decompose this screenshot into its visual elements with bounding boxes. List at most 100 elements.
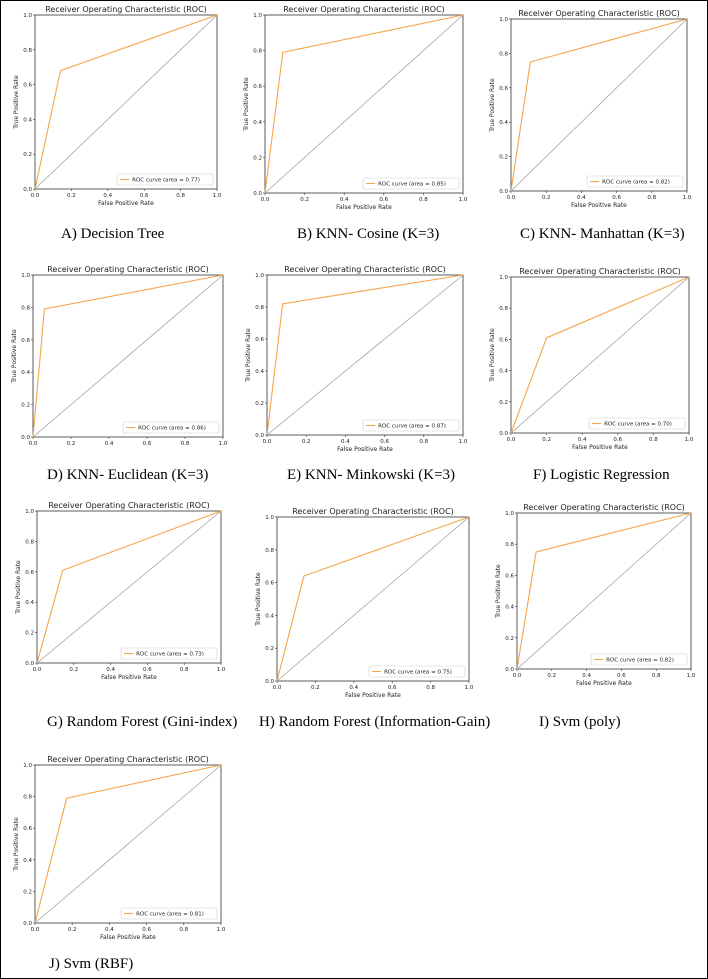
legend-label: ROC curve (area = 0.85)	[378, 182, 446, 188]
x-tick-label: 0.6	[617, 673, 626, 679]
roc-chart-svg: Receiver Operating Characteristic (ROC) 0…	[255, 507, 474, 699]
y-tick-label: 0.8	[265, 548, 274, 554]
x-tick-label: 0.8	[647, 195, 656, 201]
x-tick-label: 0.4	[578, 437, 587, 443]
caption-knn-minkowski: E) KNN- Minkowski (K=3)	[287, 467, 456, 483]
y-tick-label: 1.0	[21, 273, 30, 279]
y-tick-label: 0.0	[265, 679, 274, 685]
roc-curve	[36, 510, 222, 664]
roc-panel-b: Receiver Operating Characteristic (ROC) 0…	[237, 3, 473, 217]
chart-title: Receiver Operating Characteristic (ROC)	[519, 267, 681, 276]
y-tick-label: 0.8	[505, 542, 514, 548]
x-tick-label: 0.6	[140, 193, 149, 199]
roc-panel-e: Receiver Operating Characteristic (ROC) 0…	[239, 263, 473, 459]
roc-curve	[510, 18, 688, 192]
x-axis-label: False Positive Rate	[572, 444, 628, 451]
y-tick-label: 0.6	[505, 573, 514, 579]
legend: ROC curve (area = 0.75)	[368, 665, 466, 678]
x-tick-label: 0.2	[311, 685, 320, 691]
y-tick-label: 1.0	[25, 509, 34, 515]
x-tick-label: 1.0	[217, 927, 226, 933]
x-tick-label: 0.0	[507, 195, 516, 201]
legend-label: ROC curve (area = 0.82)	[606, 658, 674, 664]
y-axis-label: True Positive Rate	[15, 560, 22, 615]
x-tick-label: 0.4	[582, 673, 591, 679]
chance-diagonal	[266, 274, 464, 436]
x-tick-label: 0.4	[577, 195, 586, 201]
y-tick-label: 0.8	[23, 795, 32, 801]
y-tick-label: 0.6	[255, 337, 264, 343]
roc-curve	[266, 274, 464, 436]
chart-title: Receiver Operating Characteristic (ROC)	[45, 5, 207, 14]
chart-title: Receiver Operating Characteristic (ROC)	[284, 265, 446, 274]
x-axis-label: False Positive Rate	[337, 446, 393, 453]
x-tick-label: 0.8	[180, 667, 189, 673]
y-tick-label: 1.0	[255, 273, 264, 279]
x-tick-label: 0.4	[349, 685, 358, 691]
plot-frame	[276, 516, 470, 682]
x-tick-label: 0.6	[143, 441, 152, 447]
plot-frame	[34, 14, 218, 190]
y-axis-label: True Positive Rate	[245, 328, 252, 383]
roc-chart-svg: Receiver Operating Characteristic (ROC) 0…	[13, 755, 226, 941]
x-tick-label: 0.2	[542, 437, 551, 443]
legend-box	[120, 907, 218, 920]
chance-diagonal	[516, 512, 692, 670]
x-tick-label: 0.8	[181, 441, 190, 447]
y-tick-label: 0.8	[499, 306, 508, 312]
chart-title: Receiver Operating Characteristic (ROC)	[292, 507, 454, 516]
x-tick-label: 0.8	[176, 193, 185, 199]
x-tick-label: 1.0	[459, 439, 468, 445]
y-tick-label: 1.0	[265, 515, 274, 521]
x-tick-label: 0.0	[263, 439, 272, 445]
caption-svm-poly: I) Svm (poly)	[539, 714, 621, 730]
roc-panel-c: Receiver Operating Characteristic (ROC) 0…	[483, 7, 697, 215]
legend-box	[362, 419, 460, 432]
y-tick-label: 0.6	[23, 826, 32, 832]
x-tick-label: 0.8	[426, 685, 435, 691]
x-axis-label: False Positive Rate	[571, 202, 627, 209]
legend: ROC curve (area = 0.70)	[588, 417, 686, 430]
chance-diagonal	[264, 14, 464, 194]
roc-curve	[264, 14, 464, 194]
legend-label: ROC curve (area = 0.81)	[136, 912, 204, 918]
chance-diagonal	[34, 764, 222, 924]
x-tick-label: 0.0	[273, 685, 282, 691]
x-tick-label: 0.4	[103, 193, 112, 199]
x-tick-label: 0.0	[33, 667, 42, 673]
chance-diagonal	[510, 18, 688, 192]
roc-panel-h: Receiver Operating Characteristic (ROC) 0…	[249, 505, 479, 705]
x-tick-label: 0.4	[341, 439, 350, 445]
legend-box	[116, 173, 214, 186]
roc-curve	[510, 276, 690, 434]
x-tick-label: 0.8	[179, 927, 188, 933]
y-axis-label: True Positive Rate	[489, 328, 496, 383]
roc-chart-svg: Receiver Operating Characteristic (ROC) 0…	[13, 5, 222, 207]
roc-chart-svg: Receiver Operating Characteristic (ROC) 0…	[243, 5, 468, 211]
y-tick-label: 0.0	[505, 667, 514, 673]
x-tick-label: 0.4	[106, 667, 115, 673]
x-tick-label: 0.2	[67, 193, 76, 199]
x-tick-label: 0.2	[300, 197, 309, 203]
y-tick-label: 0.2	[265, 646, 274, 652]
plot-frame	[34, 764, 222, 924]
y-tick-label: 1.0	[505, 511, 514, 517]
y-tick-label: 0.0	[499, 189, 508, 195]
y-tick-label: 0.2	[499, 400, 508, 406]
x-tick-label: 0.0	[261, 197, 270, 203]
legend-box	[120, 647, 218, 660]
x-tick-label: 0.0	[29, 441, 38, 447]
roc-curve	[34, 14, 218, 190]
y-tick-label: 0.0	[21, 435, 30, 441]
legend-box	[588, 417, 686, 430]
legend-label: ROC curve (area = 0.87)	[378, 424, 446, 430]
y-tick-label: 0.0	[23, 187, 32, 193]
x-tick-label: 0.2	[67, 441, 76, 447]
chart-title: Receiver Operating Characteristic (ROC)	[47, 755, 209, 764]
x-tick-label: 0.6	[380, 439, 389, 445]
y-tick-label: 0.6	[253, 84, 262, 90]
roc-panel-d: Receiver Operating Characteristic (ROC) 0…	[5, 263, 233, 453]
chart-title: Receiver Operating Characteristic (ROC)	[47, 265, 209, 274]
y-tick-label: 0.4	[23, 858, 32, 864]
